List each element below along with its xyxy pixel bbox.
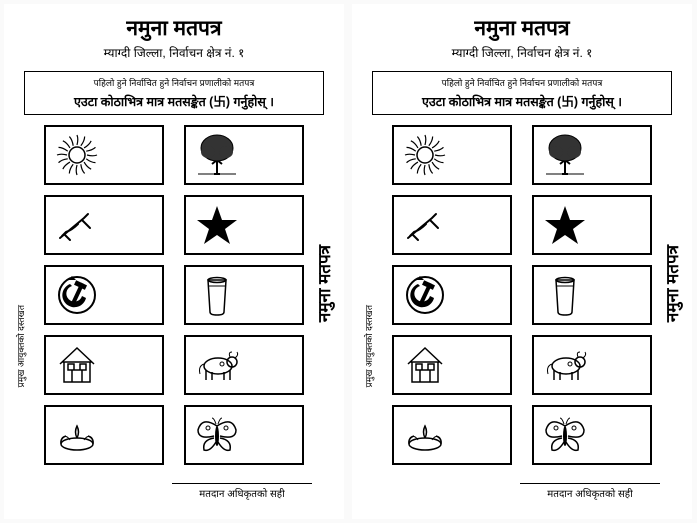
ballot-paper: नमुना मतपत्र म्याग्दी जिल्ला, निर्वाचन क… — [4, 4, 344, 519]
ballot-paper: नमुना मतपत्र म्याग्दी जिल्ला, निर्वाचन क… — [352, 4, 692, 519]
symbol-cell-tree[interactable] — [532, 125, 652, 185]
vertical-label-left: प्रमुख आयुक्तको दस्तखत — [14, 305, 27, 387]
instruction-small: पहिलो हुने निर्वाचित हुने निर्वाचन प्रणा… — [379, 76, 665, 89]
symbol-cell-star[interactable] — [532, 195, 652, 255]
vertical-label-right: नमुना मतपत्र — [661, 245, 684, 322]
symbol-cell-lamp[interactable] — [44, 405, 164, 465]
symbol-grid — [44, 125, 304, 465]
symbol-cell-house[interactable] — [392, 335, 512, 395]
instruction-box: पहिलो हुने निर्वाचित हुने निर्वाचन प्रणा… — [372, 71, 672, 115]
signature-area: मतदान अधिकृतको सही — [364, 483, 680, 500]
symbol-cell-plough[interactable] — [44, 195, 164, 255]
symbol-cell-house[interactable] — [44, 335, 164, 395]
instruction-box: पहिलो हुने निर्वाचित हुने निर्वाचन प्रणा… — [24, 71, 324, 115]
symbol-cell-cow[interactable] — [532, 335, 652, 395]
vertical-label-right: नमुना मतपत्र — [313, 245, 336, 322]
symbol-cell-hammer-sickle[interactable] — [392, 265, 512, 325]
instruction-main: एउटा कोठाभित्र मात्र मतसङ्केत (卐) गर्नुह… — [31, 91, 317, 110]
symbol-cell-sun[interactable] — [44, 125, 164, 185]
symbol-cell-glass[interactable] — [184, 265, 304, 325]
signature-label: मतदान अधिकृतको सही — [172, 486, 312, 500]
symbol-cell-butterfly[interactable] — [184, 405, 304, 465]
symbol-cell-star[interactable] — [184, 195, 304, 255]
symbol-cell-cow[interactable] — [184, 335, 304, 395]
vertical-label-left: प्रमुख आयुक्तको दस्तखत — [362, 305, 375, 387]
symbol-cell-lamp[interactable] — [392, 405, 512, 465]
ballot-subtitle: म्याग्दी जिल्ला, निर्वाचन क्षेत्र नं. १ — [364, 44, 680, 61]
instruction-main: एउटा कोठाभित्र मात्र मतसङ्केत (卐) गर्नुह… — [379, 91, 665, 110]
symbol-cell-plough[interactable] — [392, 195, 512, 255]
signature-line — [172, 483, 312, 484]
signature-label: मतदान अधिकृतको सही — [520, 486, 660, 500]
ballot-subtitle: म्याग्दी जिल्ला, निर्वाचन क्षेत्र नं. १ — [16, 44, 332, 61]
ballot-title: नमुना मतपत्र — [16, 14, 332, 42]
ballot-title: नमुना मतपत्र — [364, 14, 680, 42]
symbol-cell-tree[interactable] — [184, 125, 304, 185]
symbol-cell-hammer-sickle[interactable] — [44, 265, 164, 325]
symbol-cell-glass[interactable] — [532, 265, 652, 325]
signature-area: मतदान अधिकृतको सही — [16, 483, 332, 500]
symbol-cell-sun[interactable] — [392, 125, 512, 185]
instruction-small: पहिलो हुने निर्वाचित हुने निर्वाचन प्रणा… — [31, 76, 317, 89]
symbol-cell-butterfly[interactable] — [532, 405, 652, 465]
signature-line — [520, 483, 660, 484]
symbol-grid — [392, 125, 652, 465]
